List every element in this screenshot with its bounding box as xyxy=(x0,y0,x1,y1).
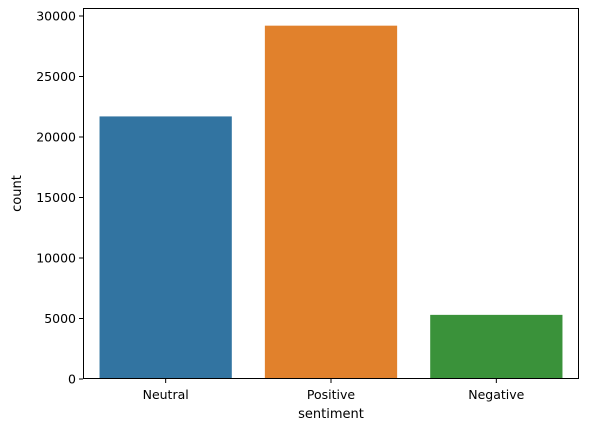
plot-frame xyxy=(83,8,579,379)
x-axis-label: sentiment xyxy=(298,407,364,422)
bars-group xyxy=(99,25,563,380)
x-axis-ticks: Neutral Positive Negative xyxy=(143,379,525,402)
y-axis-ticks: 0 5000 10000 15000 20000 25000 30000 xyxy=(36,8,83,387)
x-tick-label: Neutral xyxy=(143,387,189,402)
y-tick-label: 30000 xyxy=(36,8,76,23)
bar-neutral xyxy=(99,116,232,379)
y-tick-label: 0 xyxy=(68,372,76,387)
y-tick-label: 5000 xyxy=(44,311,76,326)
y-tick-label: 10000 xyxy=(36,250,76,265)
y-axis-label: count xyxy=(10,175,25,212)
bar-negative xyxy=(430,314,563,379)
y-tick-label: 20000 xyxy=(36,129,76,144)
y-tick-label: 15000 xyxy=(36,190,76,205)
y-tick-label: 25000 xyxy=(36,69,76,84)
x-tick-label: Negative xyxy=(468,387,524,402)
bar-positive xyxy=(264,25,398,380)
x-tick-label: Positive xyxy=(307,387,355,402)
